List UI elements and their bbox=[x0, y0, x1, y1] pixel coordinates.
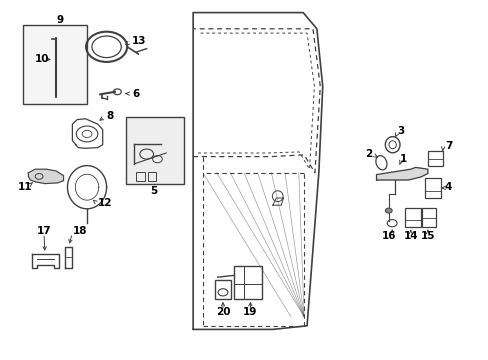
Text: 12: 12 bbox=[98, 198, 112, 208]
Text: 7: 7 bbox=[444, 141, 451, 151]
Bar bbox=[233, 266, 262, 299]
Text: 3: 3 bbox=[397, 126, 404, 136]
Polygon shape bbox=[28, 169, 63, 184]
Text: 2: 2 bbox=[365, 149, 372, 159]
Text: 14: 14 bbox=[403, 231, 417, 241]
Text: 15: 15 bbox=[420, 231, 434, 241]
Text: 20: 20 bbox=[215, 307, 230, 318]
Bar bbox=[136, 172, 144, 181]
Text: 4: 4 bbox=[444, 182, 451, 192]
Text: 19: 19 bbox=[243, 307, 257, 318]
Text: 11: 11 bbox=[18, 182, 33, 192]
Text: 16: 16 bbox=[381, 231, 395, 241]
Text: 6: 6 bbox=[132, 89, 139, 99]
Text: 1: 1 bbox=[399, 154, 406, 164]
Polygon shape bbox=[376, 167, 427, 180]
Text: 18: 18 bbox=[72, 226, 87, 236]
Circle shape bbox=[385, 208, 391, 213]
Text: 17: 17 bbox=[37, 226, 51, 236]
Bar bbox=[126, 117, 183, 184]
Bar bbox=[23, 25, 87, 104]
Text: 8: 8 bbox=[106, 111, 114, 121]
Bar bbox=[147, 172, 155, 181]
Bar bbox=[404, 208, 420, 227]
Text: 9: 9 bbox=[56, 15, 63, 25]
Bar bbox=[215, 280, 230, 299]
Text: 5: 5 bbox=[150, 186, 157, 197]
Bar bbox=[421, 208, 435, 227]
Bar bbox=[425, 178, 440, 198]
Text: 10: 10 bbox=[35, 54, 50, 64]
Bar bbox=[427, 151, 442, 166]
Text: 13: 13 bbox=[132, 36, 146, 46]
